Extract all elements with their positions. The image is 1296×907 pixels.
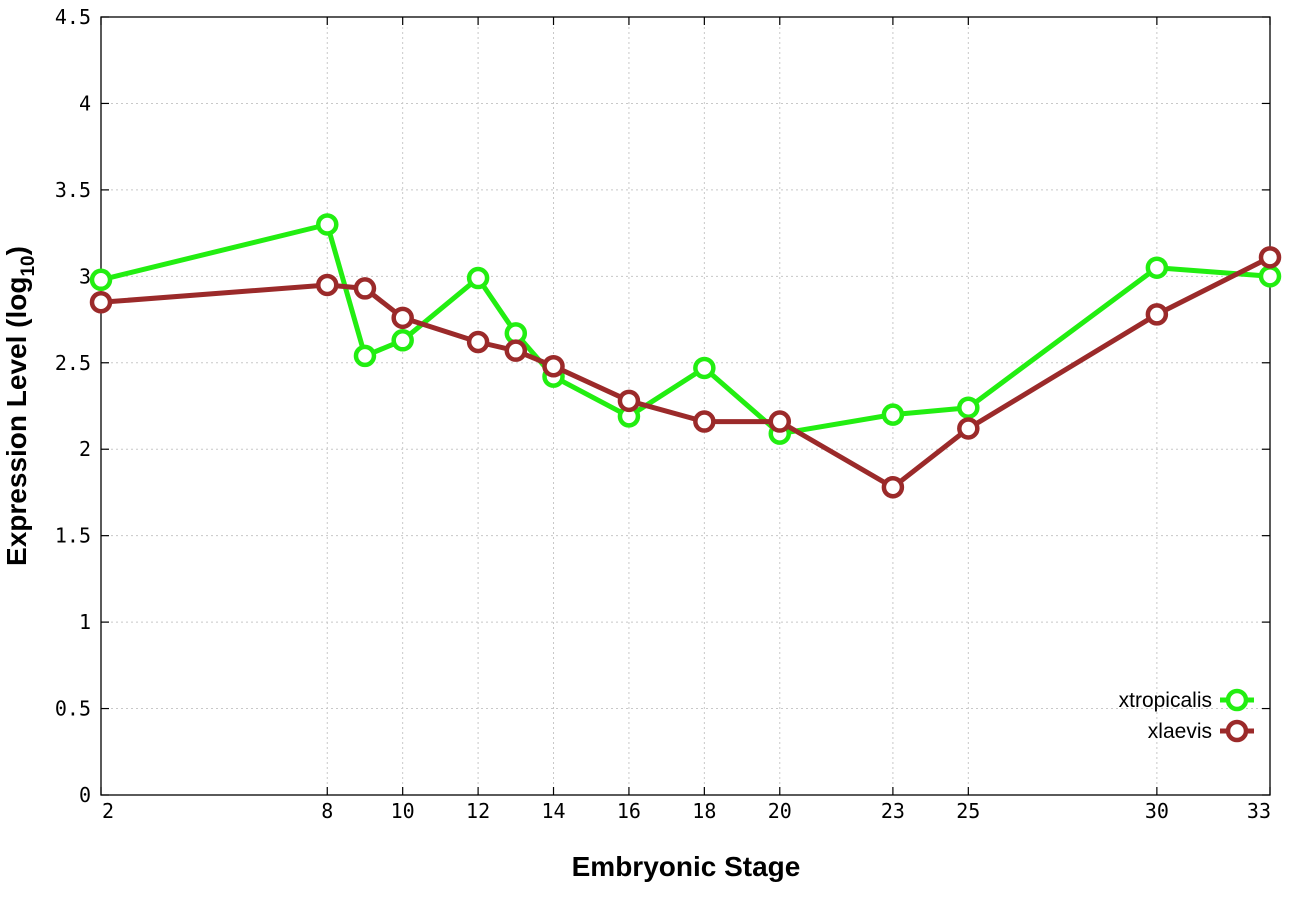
y-tick-label: 2 (79, 437, 91, 461)
data-point-xtropicalis (316, 213, 339, 236)
data-point-xlaevis (957, 417, 980, 440)
x-tick-label: 30 (1145, 799, 1169, 823)
legend-swatch-marker (1225, 719, 1249, 743)
data-point-xtropicalis (881, 403, 905, 426)
plot-frame (100, 16, 1271, 796)
y-tick-label: 1 (79, 610, 91, 634)
data-point-xtropicalis (391, 329, 414, 352)
data-point-xlaevis (768, 410, 792, 433)
series-line-xlaevis (100, 255, 1272, 490)
data-point-xtropicalis (1258, 265, 1282, 288)
data-point-xlaevis (89, 291, 113, 314)
data-point-xlaevis (353, 277, 377, 300)
data-point-xlaevis (466, 330, 490, 354)
series-xtropicalis (89, 213, 1282, 445)
data-point-xlaevis (693, 410, 716, 433)
x-tick-label: 20 (768, 799, 792, 823)
ticks: 0 0.5 1 1.5 2 2.5 3 3.5 4 4.5 2 8 10 12 14 16 18 20 23 25 30… (55, 5, 1271, 823)
data-point-xtropicalis (957, 396, 980, 419)
x-tick-label: 25 (956, 799, 980, 823)
data-point-xlaevis (504, 339, 528, 362)
data-point-xlaevis (391, 306, 414, 330)
y-tick-label: 4.5 (55, 5, 91, 29)
x-tick-label: 10 (391, 799, 415, 823)
legend-swatch-marker (1225, 688, 1249, 712)
x-tick-label: 12 (466, 799, 490, 823)
data-point-xlaevis (1145, 303, 1169, 326)
data-point-xlaevis (542, 354, 565, 378)
legend-item-xtropicalis: xtropicalis (1119, 688, 1254, 712)
x-tick-label: 23 (881, 799, 905, 823)
y-axis-title-main: Expression Level (log (1, 277, 32, 566)
data-point-xtropicalis (466, 266, 490, 290)
y-axis-title-close: ) (1, 246, 32, 255)
data-point-xlaevis (316, 273, 339, 297)
x-tick-label: 2 (102, 799, 114, 823)
data-point-xtropicalis (89, 268, 113, 292)
legend-item-xlaevis: xlaevis (1148, 719, 1254, 743)
y-tick-label: 3 (79, 264, 91, 288)
x-tick-label: 33 (1247, 799, 1271, 823)
series-xlaevis (89, 246, 1282, 499)
data-point-xtropicalis (1145, 256, 1169, 279)
y-tick-label: 3.5 (55, 178, 91, 202)
data-point-xlaevis (1258, 246, 1282, 269)
x-tick-label: 14 (541, 799, 565, 823)
x-tick-label: 18 (692, 799, 716, 823)
y-axis-title-subscript: 10 (18, 255, 39, 276)
data-point-xtropicalis (353, 344, 377, 368)
y-axis-title: Expression Level (log10) (1, 246, 39, 566)
y-tick-label: 0.5 (55, 697, 91, 721)
legend-label: xtropicalis (1119, 689, 1212, 712)
legend-label: xlaevis (1148, 720, 1212, 743)
y-tick-label: 1.5 (55, 524, 91, 548)
y-tick-label: 0 (79, 783, 91, 807)
x-tick-label: 8 (321, 799, 333, 823)
series-layer (89, 213, 1282, 499)
grid (101, 17, 1270, 795)
x-axis-title: Embryonic Stage (572, 851, 801, 882)
x-tick-label: 16 (617, 799, 641, 823)
data-point-xlaevis (881, 476, 905, 499)
data-point-xlaevis (617, 389, 641, 413)
y-tick-label: 2.5 (55, 351, 91, 375)
legend: xtropicalis xlaevis (1119, 688, 1254, 743)
y-tick-label: 4 (79, 91, 91, 115)
series-line-xtropicalis (100, 222, 1271, 437)
data-point-xtropicalis (693, 356, 716, 380)
